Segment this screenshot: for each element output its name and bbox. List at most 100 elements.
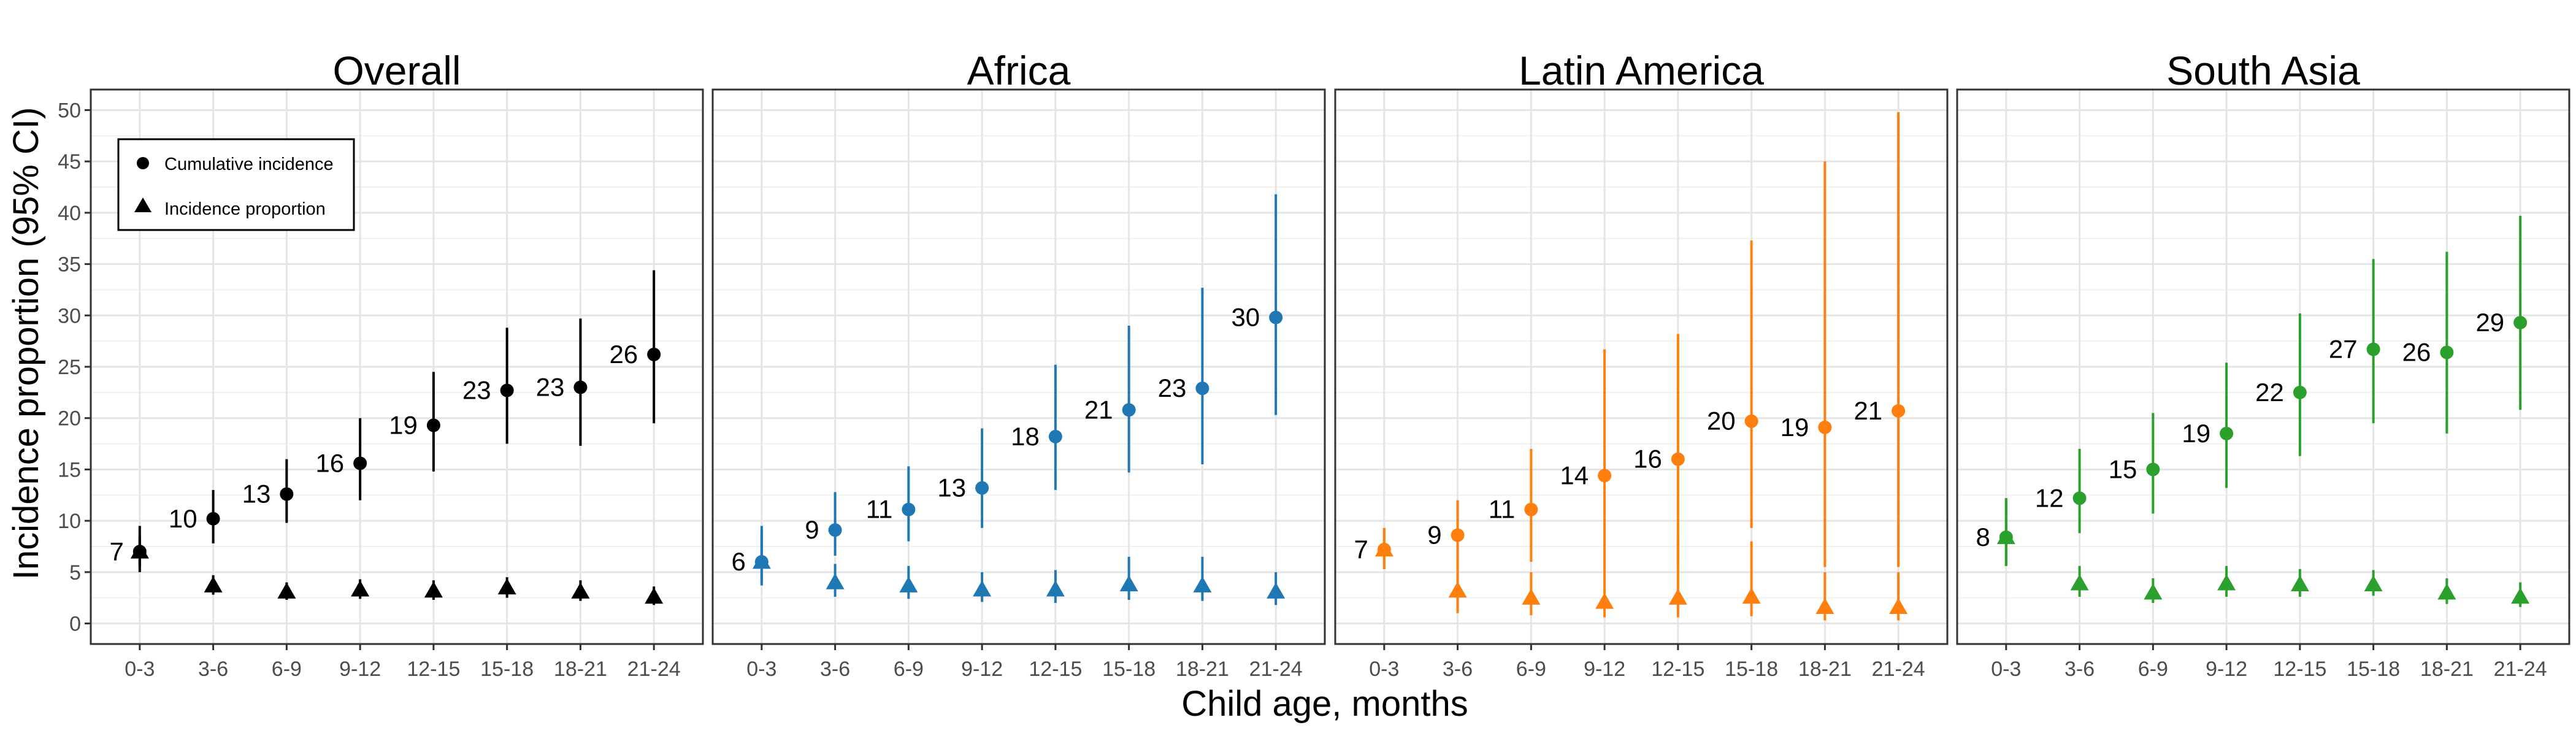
cumulative-data-label: 13 [242, 480, 271, 508]
incidence-triangle-point [351, 580, 370, 597]
x-tick-label: 15-18 [480, 657, 534, 681]
incidence-triangle-point [2217, 574, 2236, 591]
cumulative-circle-point [1598, 469, 1612, 483]
x-tick-label: 6-9 [1516, 657, 1546, 681]
x-tick-label: 21-24 [2494, 657, 2547, 681]
cumulative-circle-point [1451, 528, 1465, 542]
cumulative-data-label: 20 [1707, 407, 1736, 435]
y-tick-label: 0 [69, 613, 81, 636]
x-tick-label: 3-6 [198, 657, 228, 681]
facet-panel: South Asia 0-3 3-6 6-9 9-12 12-15 15-18 18-21 21… [1956, 48, 2570, 681]
cumulative-data-label: 26 [609, 340, 638, 369]
cumulative-circle-point [1377, 542, 1391, 556]
y-tick-label: 40 [58, 202, 81, 225]
cumulative-data-label: 23 [536, 372, 565, 401]
cumulative-circle-point [1524, 502, 1538, 516]
y-tick-label: 10 [58, 510, 81, 533]
x-tick-label: 6-9 [2138, 657, 2168, 681]
x-tick-label: 18-21 [554, 657, 607, 681]
y-tick-label: 20 [58, 407, 81, 431]
legend-label: Incidence proportion [164, 199, 326, 219]
cumulative-circle-point [1269, 310, 1283, 324]
cumulative-data-label: 23 [462, 376, 491, 405]
incidence-triangle-point [1193, 576, 1212, 592]
x-tick-label: 3-6 [820, 657, 850, 681]
x-tick-label: 9-12 [1584, 657, 1625, 681]
cumulative-circle-point [2366, 342, 2380, 356]
incidence-triangle-point [1448, 581, 1467, 598]
cumulative-data-label: 19 [1781, 413, 1809, 442]
panel-border [711, 88, 1326, 645]
cumulative-circle-point [828, 523, 842, 537]
cumulative-data-label: 29 [2475, 308, 2504, 337]
cumulative-circle-point [2440, 345, 2454, 359]
x-tick-label: 18-21 [2420, 657, 2474, 681]
cumulative-circle-point [2293, 385, 2307, 399]
incidence-triangle-point [277, 582, 296, 599]
cumulative-circle-point [573, 380, 588, 394]
x-tick-label: 0-3 [1369, 657, 1399, 681]
cumulative-circle-point [975, 481, 989, 495]
cumulative-data-label: 8 [1976, 523, 1990, 551]
x-tick-label: 15-18 [1725, 657, 1778, 681]
legend-label: Cumulative incidence [164, 155, 334, 174]
x-tick-label: 0-3 [746, 657, 776, 681]
incidence-triangle-point [2144, 583, 2163, 600]
incidence-triangle-point [645, 587, 664, 604]
facet-panel: Latin America 0-3 3-6 6-9 9-12 12-15 15-18 18-2… [1334, 48, 1949, 681]
incidence-triangle-point [497, 578, 516, 595]
legend-box [117, 138, 355, 231]
incidence-triangle-point [1046, 580, 1065, 597]
incidence-triangle-point [826, 573, 845, 589]
cumulative-data-label: 13 [937, 473, 966, 502]
incidence-triangle-point [2437, 583, 2456, 600]
cumulative-circle-point [1048, 429, 1062, 443]
x-tick-label: 15-18 [2347, 657, 2400, 681]
x-tick-label: 0-3 [125, 657, 155, 681]
cumulative-data-label: 10 [169, 504, 197, 533]
cumulative-data-label: 18 [1011, 422, 1040, 451]
major-gridlines [713, 90, 1325, 644]
cumulative-data-label: 22 [2255, 378, 2284, 407]
panel-title: Latin America [1519, 48, 1764, 93]
x-tick-label: 0-3 [1991, 657, 2021, 681]
x-tick-label: 18-21 [1176, 657, 1229, 681]
x-tick-label: 9-12 [961, 657, 1003, 681]
minor-gridlines [1957, 135, 2569, 599]
cumulative-circle-point [206, 512, 220, 526]
y-axis-title: Incidence proportion (95% CI) [6, 107, 46, 580]
cumulative-circle-point [1122, 403, 1136, 417]
y-tick-label: 15 [58, 458, 81, 481]
cumulative-circle-point [280, 487, 294, 501]
cumulative-data-label: 7 [109, 537, 123, 565]
panel-border [90, 88, 704, 645]
incidence-triangle-point [1815, 597, 1834, 614]
cumulative-data-label: 11 [1489, 495, 1516, 524]
incidence-triangle-point [2511, 587, 2530, 604]
cumulative-circle-point [426, 418, 440, 432]
incidence-triangle-point [2070, 574, 2089, 591]
cumulative-circle-point [353, 456, 367, 470]
cumulative-data-label: 9 [805, 515, 819, 544]
cumulative-data-label: 21 [1853, 396, 1882, 425]
incidence-triangle-point [1522, 588, 1541, 605]
cumulative-circle-point [1744, 414, 1758, 428]
incidence-triangle-point [1595, 592, 1614, 609]
cumulative-data-label: 14 [1560, 461, 1589, 489]
incidence-triangle-point [1119, 575, 1138, 592]
x-tick-label: 18-21 [1798, 657, 1852, 681]
x-tick-label: 21-24 [1249, 657, 1303, 681]
cumulative-circle-point [2146, 462, 2160, 477]
cumulative-circle-point [132, 545, 147, 559]
cumulative-data-label: 30 [1231, 303, 1260, 332]
y-tick-label: 5 [69, 561, 81, 585]
panel-border [1334, 88, 1949, 645]
cumulative-circle-point [902, 502, 916, 516]
cumulative-circle-point [2513, 316, 2528, 330]
minor-gridlines [713, 135, 1325, 599]
facet-panel: Overall 0 5 10 15 20 25 30 35 40 45 50 0-3 3-6 6-9 9-12… [58, 48, 704, 681]
legend: Cumulative incidence Incidence proportion [117, 138, 355, 231]
incidence-triangle-point [1742, 587, 1761, 604]
legend-triangle-key [134, 197, 151, 212]
x-tick-label: 12-15 [1029, 657, 1082, 681]
